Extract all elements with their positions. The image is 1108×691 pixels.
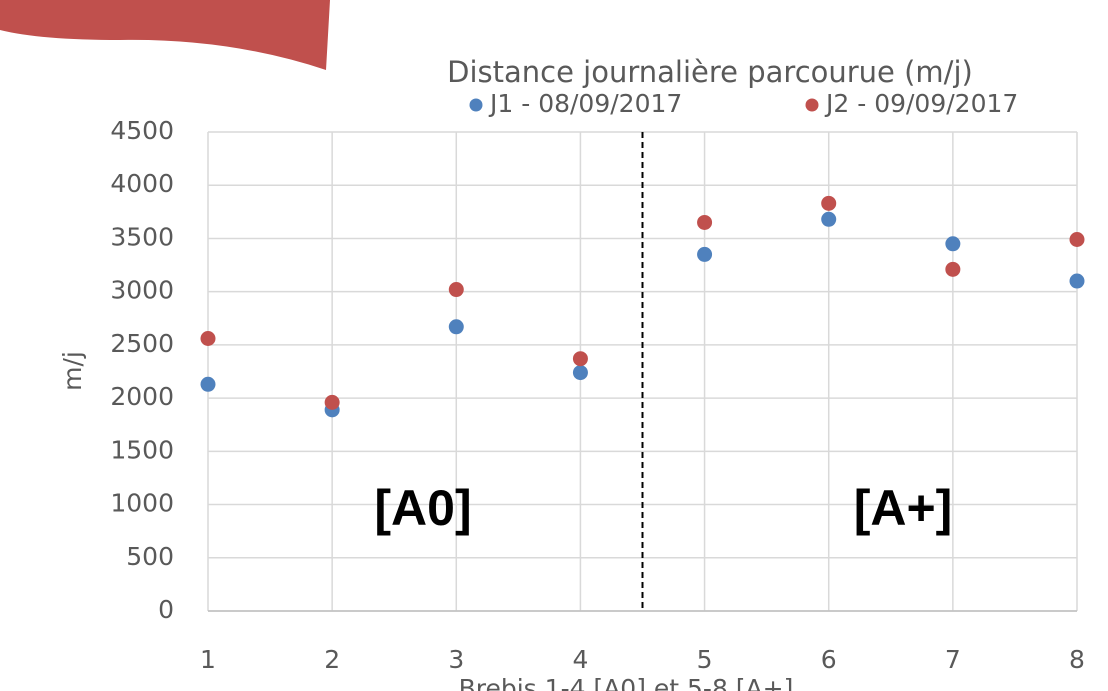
legend-label: J1 - 08/09/2017 <box>488 89 682 118</box>
y-tick-label: 3500 <box>110 222 174 251</box>
x-tick-label: 8 <box>1069 645 1085 674</box>
chart-title: Distance journalière parcourue (m/j) <box>447 55 973 89</box>
x-tick-label: 4 <box>572 645 588 674</box>
x-tick-label: 5 <box>697 645 713 674</box>
data-point <box>821 212 836 227</box>
annotation: [A0] <box>374 480 471 536</box>
y-tick-label: 4500 <box>110 116 174 145</box>
y-tick-label: 2500 <box>110 329 174 358</box>
data-point <box>201 331 216 346</box>
y-tick-label: 500 <box>126 542 174 571</box>
data-point <box>325 395 340 410</box>
legend-marker <box>470 99 483 112</box>
x-tick-label: 6 <box>821 645 837 674</box>
data-point <box>449 319 464 334</box>
annotation: [A+] <box>854 480 953 536</box>
data-point <box>1070 232 1085 247</box>
y-tick-label: 3000 <box>110 276 174 305</box>
x-tick-label: 3 <box>448 645 464 674</box>
data-point <box>821 196 836 211</box>
y-tick-label: 1000 <box>110 489 174 518</box>
data-point <box>449 282 464 297</box>
x-axis-label: Brebis 1-4 [A0] et 5-8 [A+] <box>459 674 794 691</box>
data-point <box>201 377 216 392</box>
page: {"chart_data": { "type": "scatter", "tit… <box>0 0 1108 691</box>
chart: Distance journalière parcourue (m/j) m/j… <box>0 0 1108 691</box>
data-point <box>945 262 960 277</box>
data-point <box>1070 274 1085 289</box>
x-tick-label: 1 <box>200 645 216 674</box>
y-tick-label: 4000 <box>110 169 174 198</box>
data-point <box>697 215 712 230</box>
legend-marker <box>806 99 819 112</box>
plot-area: 0 500 1000 1500 2000 2500 3000 3500 4000 4500 1 2 3 4… <box>110 89 1085 674</box>
data-point <box>573 351 588 366</box>
y-tick-label: 2000 <box>110 382 174 411</box>
decorative-banner <box>0 0 330 70</box>
data-point <box>573 365 588 380</box>
data-point <box>697 247 712 262</box>
x-tick-label: 2 <box>324 645 340 674</box>
data-point <box>945 236 960 251</box>
y-axis-label: m/j <box>58 351 87 391</box>
legend-label: J2 - 09/09/2017 <box>824 89 1018 118</box>
y-tick-label: 0 <box>158 595 174 624</box>
x-tick-label: 7 <box>945 645 961 674</box>
y-tick-label: 1500 <box>110 435 174 464</box>
